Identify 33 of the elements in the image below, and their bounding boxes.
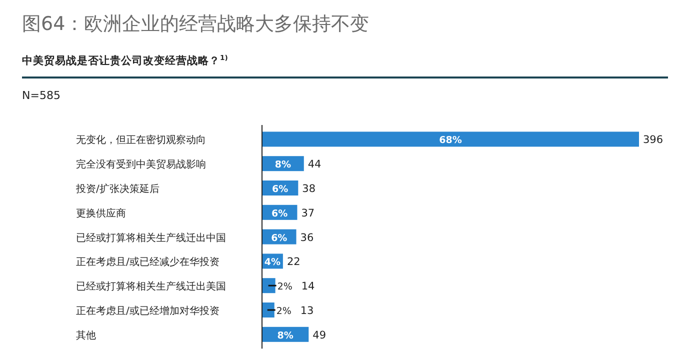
y-tick-label: 已经或打算将相关生产线迁出美国 (76, 280, 226, 293)
data-label: 36 (300, 232, 314, 244)
annotation: 6% (272, 184, 289, 195)
text: 中美贸易战是否让贵公司改变经营战略？$^{1)}$ (22, 54, 228, 67)
bar (262, 278, 276, 294)
annotation: 2% (277, 282, 292, 293)
y-tick-label: 正在考虑且/或已经减少在华投资 (76, 256, 220, 268)
annotation: 6% (272, 208, 288, 220)
y-tick-label: 更换供应商 (76, 207, 126, 220)
y-tick-label: 其他 (76, 329, 96, 342)
y-tick-label: 完全没有受到中美贸易战影响 (76, 158, 206, 171)
y-tick-label: 正在考虑且/或已经增加对华投资 (76, 305, 220, 317)
data-label: 49 (312, 329, 326, 342)
annotation: 8% (274, 160, 292, 171)
annotation: 4% (264, 257, 282, 268)
data-label: 38 (302, 183, 316, 195)
y-tick-label: 投资/扩张决策延后 (75, 183, 160, 195)
data-label: 44 (308, 158, 322, 171)
annotation: 8% (277, 330, 294, 342)
bar (262, 302, 274, 318)
data-label: 13 (300, 305, 314, 317)
data-label: 396 (643, 134, 664, 146)
chart-title: 图64：欧洲企业的经营战略大多保持不变 (22, 13, 370, 35)
text: N=585 (22, 89, 60, 102)
y-tick-label: 已经或打算将相关生产线迁出中国 (76, 232, 226, 244)
annotation: 68% (439, 135, 462, 146)
data-label: 22 (286, 256, 300, 268)
bar (262, 132, 639, 147)
y-tick-label: 无变化，但正在密切观察动向 (76, 134, 206, 146)
data-label: 37 (301, 207, 315, 220)
annotation: 2% (276, 306, 292, 317)
annotation: 6% (271, 232, 288, 244)
data-label: 14 (301, 280, 316, 293)
